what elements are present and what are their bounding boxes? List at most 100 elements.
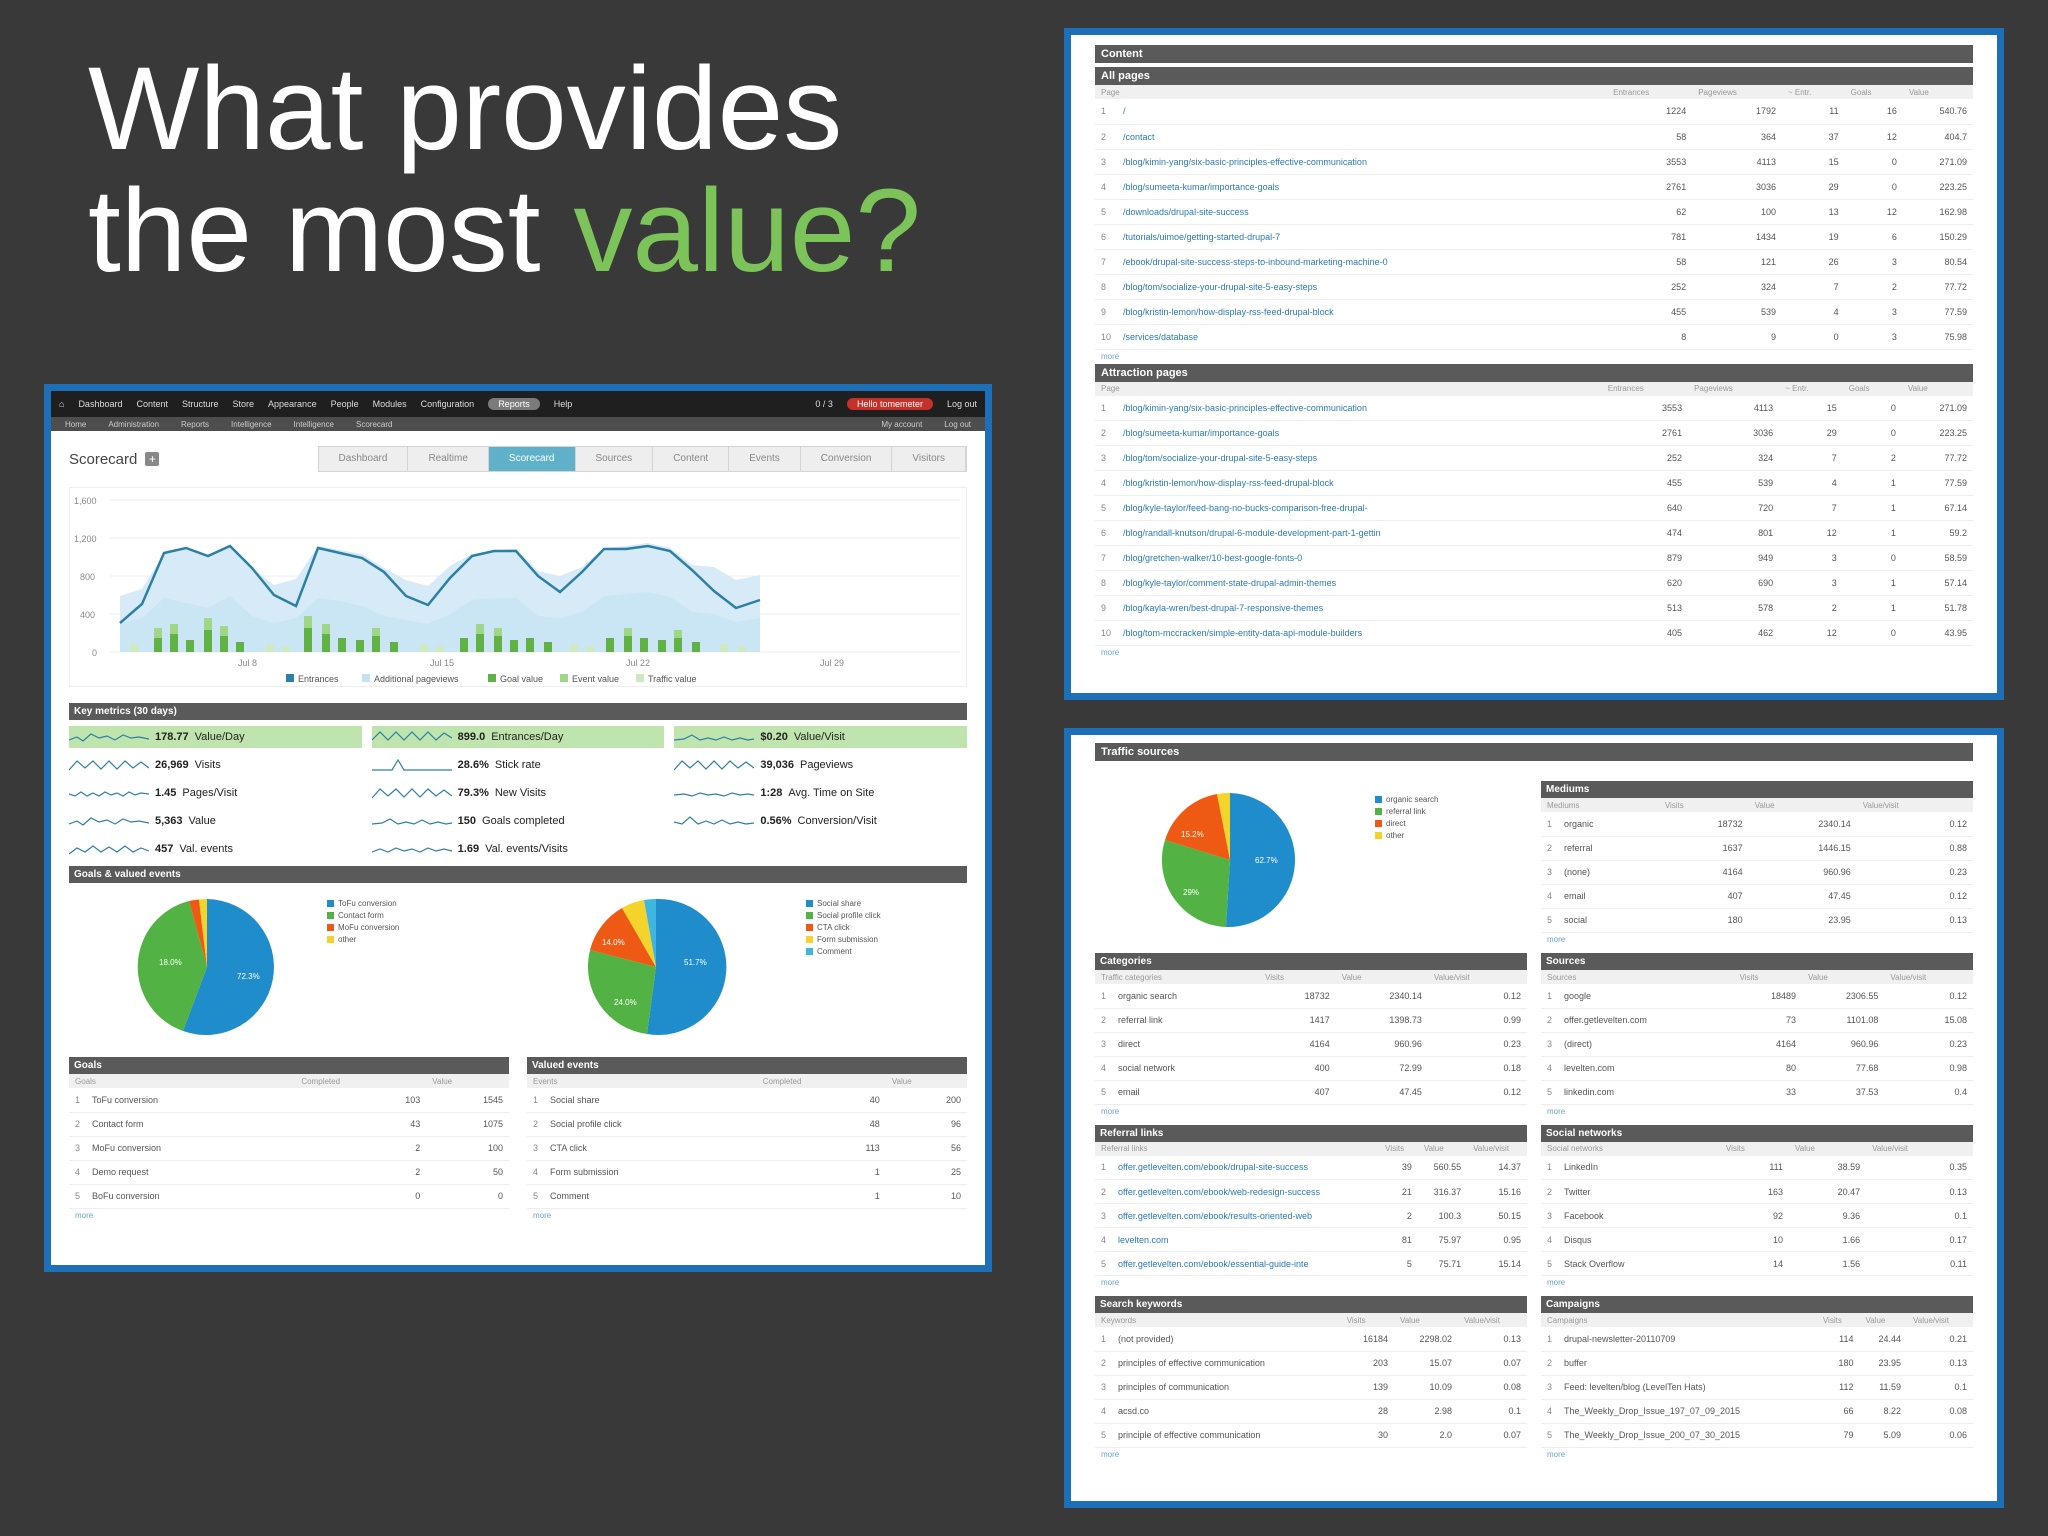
- admin-menu-help[interactable]: Help: [553, 399, 573, 409]
- tab-sources[interactable]: Sources: [575, 447, 654, 471]
- logout-link[interactable]: Log out: [946, 399, 977, 409]
- tab-visitors[interactable]: Visitors: [892, 447, 966, 471]
- more-link[interactable]: more: [1101, 1278, 1120, 1287]
- col-visits[interactable]: Visits: [1733, 970, 1803, 984]
- table-cell-label[interactable]: offer.getlevelten.com/ebook/essential-gu…: [1112, 1251, 1380, 1276]
- table-cell-label[interactable]: /contact: [1117, 124, 1608, 150]
- more-link[interactable]: more: [1547, 1449, 1566, 1459]
- col-pageviews[interactable]: Pageviews: [1692, 85, 1782, 99]
- col-label[interactable]: Referral links: [1095, 1141, 1380, 1156]
- admin-menu-dashboard[interactable]: Dashboard: [78, 399, 123, 409]
- table-cell-label[interactable]: /blog/randall-knutson/drupal-6-module-de…: [1117, 520, 1602, 546]
- shortcut-reports[interactable]: Reports: [181, 419, 210, 429]
- more-link[interactable]: more: [1547, 1106, 1566, 1116]
- sub-logout-link[interactable]: Log out: [944, 419, 971, 429]
- more-link[interactable]: more: [1547, 934, 1566, 944]
- table-cell-label[interactable]: /blog/tom/socialize-your-drupal-site-5-e…: [1117, 445, 1602, 471]
- col-label[interactable]: Mediums: [1541, 798, 1659, 812]
- admin-menu-reports[interactable]: Reports: [488, 398, 540, 410]
- user-greeting[interactable]: Hello tomemeter: [846, 398, 933, 410]
- tab-realtime[interactable]: Realtime: [408, 447, 489, 471]
- col-label[interactable]: Social networks: [1541, 1141, 1720, 1156]
- col-value[interactable]: Value: [1393, 1313, 1459, 1327]
- tab-dashboard[interactable]: Dashboard: [318, 447, 409, 471]
- table-cell-label[interactable]: /blog/sumeeta-kumar/importance-goals: [1117, 420, 1602, 446]
- more-link[interactable]: more: [533, 1210, 552, 1220]
- admin-menu-store[interactable]: Store: [232, 399, 255, 409]
- col-page[interactable]: Page: [1095, 381, 1602, 396]
- col-label[interactable]: Traffic categories: [1095, 970, 1260, 984]
- table-cell-label[interactable]: /blog/kristin-lemon/how-display-rss-feed…: [1117, 299, 1608, 325]
- admin-menu-appearance[interactable]: Appearance: [268, 399, 317, 409]
- more-link[interactable]: more: [1547, 1278, 1566, 1287]
- shortcut-intelligence-2[interactable]: Intelligence: [293, 419, 335, 429]
- col-value[interactable]: Value: [1748, 798, 1857, 812]
- admin-menu-structure[interactable]: Structure: [182, 399, 219, 409]
- col-visits[interactable]: Visits: [1658, 798, 1749, 812]
- home-icon[interactable]: ⌂: [59, 399, 65, 409]
- table-cell-label[interactable]: /blog/kristin-lemon/how-display-rss-feed…: [1117, 470, 1602, 496]
- shortcut-count[interactable]: 0 / 3: [815, 399, 833, 409]
- col-value[interactable]: Value: [1802, 970, 1885, 984]
- tab-scorecard[interactable]: Scorecard: [488, 447, 576, 471]
- col-visits[interactable]: Visits: [1379, 1141, 1418, 1156]
- col-value-visit[interactable]: Value/visit: [1427, 970, 1527, 984]
- table-cell-label[interactable]: /blog/tom-mccracken/simple-entity-data-a…: [1117, 620, 1602, 646]
- col-label[interactable]: Campaigns: [1541, 1313, 1817, 1327]
- col-value-visit[interactable]: Value/visit: [1907, 1313, 1973, 1327]
- col-value-visit[interactable]: Value/visit: [1467, 1141, 1527, 1156]
- table-cell-label[interactable]: offer.getlevelten.com/ebook/results-orie…: [1112, 1203, 1380, 1228]
- table-cell-label[interactable]: /tutorials/uimoe/getting-started-drupal-…: [1117, 224, 1608, 250]
- tab-conversion[interactable]: Conversion: [800, 447, 893, 471]
- more-link[interactable]: more: [1101, 351, 1120, 361]
- table-cell-label[interactable]: /ebook/drupal-site-success-steps-to-inbo…: [1117, 249, 1608, 275]
- col-page[interactable]: Page: [1095, 85, 1608, 99]
- table-cell-label[interactable]: /blog/sumeeta-kumar/importance-goals: [1117, 174, 1608, 200]
- col-value[interactable]: Value: [1417, 1141, 1468, 1156]
- table-cell-label[interactable]: /blog/kyle-taylor/feed-bang-no-bucks-com…: [1117, 495, 1602, 521]
- col-visits[interactable]: Visits: [1259, 970, 1336, 984]
- table-cell-label[interactable]: /blog/kimin-yang/six-basic-principles-ef…: [1117, 395, 1602, 421]
- col-entr[interactable]: ~ Entr.: [1779, 381, 1843, 396]
- col-events[interactable]: Events: [527, 1074, 757, 1088]
- more-link[interactable]: more: [1101, 1106, 1120, 1116]
- table-cell-label[interactable]: /services/database: [1117, 324, 1608, 350]
- col-value[interactable]: Value: [426, 1074, 509, 1088]
- shortcut-scorecard[interactable]: Scorecard: [356, 419, 393, 429]
- col-value[interactable]: Value: [1335, 970, 1428, 984]
- table-cell-label[interactable]: /blog/tom/socialize-your-drupal-site-5-e…: [1117, 274, 1608, 300]
- my-account-link[interactable]: My account: [881, 419, 923, 429]
- col-entr[interactable]: ~ Entr.: [1782, 85, 1845, 99]
- col-value-visit[interactable]: Value/visit: [1458, 1313, 1527, 1327]
- table-cell-label[interactable]: /: [1117, 99, 1608, 125]
- more-link[interactable]: more: [1101, 1449, 1120, 1459]
- more-link[interactable]: more: [1101, 648, 1120, 657]
- col-goals[interactable]: Goals: [69, 1074, 296, 1088]
- admin-menu-modules[interactable]: Modules: [372, 399, 407, 409]
- col-completed[interactable]: Completed: [756, 1074, 886, 1088]
- tab-events[interactable]: Events: [729, 447, 801, 471]
- col-pageviews[interactable]: Pageviews: [1688, 381, 1780, 396]
- col-value[interactable]: Value: [1902, 85, 1973, 99]
- col-value[interactable]: Value: [1789, 1141, 1867, 1156]
- add-shortcut-icon[interactable]: +: [145, 452, 160, 466]
- col-value-visit[interactable]: Value/visit: [1856, 798, 1973, 812]
- col-visits[interactable]: Visits: [1816, 1313, 1860, 1327]
- col-visits[interactable]: Visits: [1719, 1141, 1790, 1156]
- shortcut-home[interactable]: Home: [65, 419, 87, 429]
- admin-menu-people[interactable]: People: [330, 399, 359, 409]
- table-cell-label[interactable]: /blog/gretchen-walker/10-best-google-fon…: [1117, 545, 1602, 571]
- table-cell-label[interactable]: /blog/kayla-wren/best-drupal-7-responsiv…: [1117, 595, 1602, 621]
- more-link[interactable]: more: [75, 1210, 94, 1220]
- admin-menu-configuration[interactable]: Configuration: [420, 399, 475, 409]
- table-cell-label[interactable]: offer.getlevelten.com/ebook/drupal-site-…: [1112, 1155, 1380, 1180]
- col-entrances[interactable]: Entrances: [1601, 381, 1689, 396]
- table-cell-label[interactable]: /downloads/drupal-site-success: [1117, 199, 1608, 225]
- col-value[interactable]: Value: [1859, 1313, 1908, 1327]
- col-visits[interactable]: Visits: [1340, 1313, 1394, 1327]
- table-cell-label[interactable]: offer.getlevelten.com/ebook/web-redesign…: [1112, 1179, 1380, 1204]
- col-value-visit[interactable]: Value/visit: [1884, 970, 1973, 984]
- col-entrances[interactable]: Entrances: [1607, 85, 1693, 99]
- tab-content[interactable]: Content: [653, 447, 730, 471]
- admin-menu-content[interactable]: Content: [136, 399, 168, 409]
